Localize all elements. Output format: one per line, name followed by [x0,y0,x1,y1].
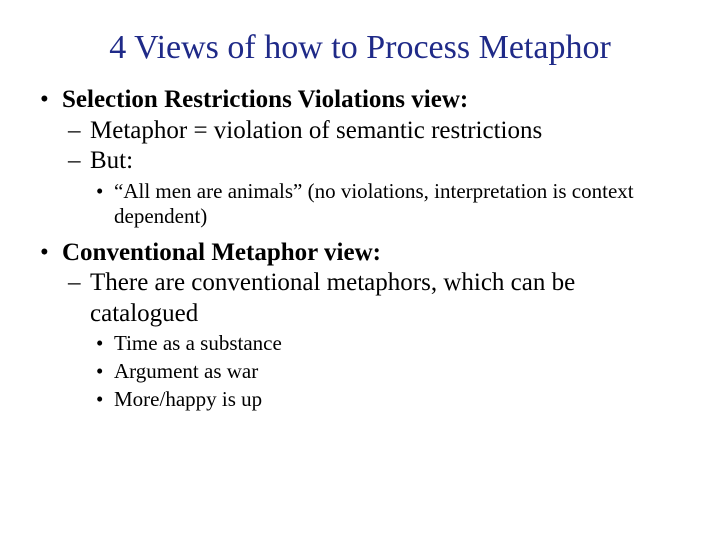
list-item: There are conventional metaphors, which … [62,268,684,412]
item-heading: Selection Restrictions Violations view: [62,86,468,113]
list-item: More/happy is up [90,387,684,413]
slide: 4 Views of how to Process Metaphor Selec… [0,0,720,540]
list-item: Conventional Metaphor view: There are co… [36,238,684,412]
list-item: Argument as war [90,359,684,385]
list-item: Time as a substance [90,331,684,357]
list-item: Selection Restrictions Violations view: … [36,85,684,230]
bullet-list-level2: There are conventional metaphors, which … [62,268,684,412]
item-text: More/happy is up [114,387,262,411]
item-text: “All men are animals” (no violations, in… [114,179,634,229]
list-item: “All men are animals” (no violations, in… [90,179,684,230]
page-title: 4 Views of how to Process Metaphor [36,28,684,67]
list-item: Metaphor = violation of semantic restric… [62,116,684,147]
bullet-list-level3: “All men are animals” (no violations, in… [90,179,684,230]
item-text: There are conventional metaphors, which … [90,269,575,327]
item-text: But: [90,147,133,174]
bullet-list-level3: Time as a substance Argument as war More… [90,331,684,412]
bullet-list-level1: Selection Restrictions Violations view: … [36,85,684,412]
item-text: Metaphor = violation of semantic restric… [90,117,542,144]
list-item: But: “All men are animals” (no violation… [62,146,684,230]
item-text: Time as a substance [114,331,282,355]
item-heading: Conventional Metaphor view: [62,239,381,266]
item-text: Argument as war [114,359,258,383]
bullet-list-level2: Metaphor = violation of semantic restric… [62,116,684,230]
